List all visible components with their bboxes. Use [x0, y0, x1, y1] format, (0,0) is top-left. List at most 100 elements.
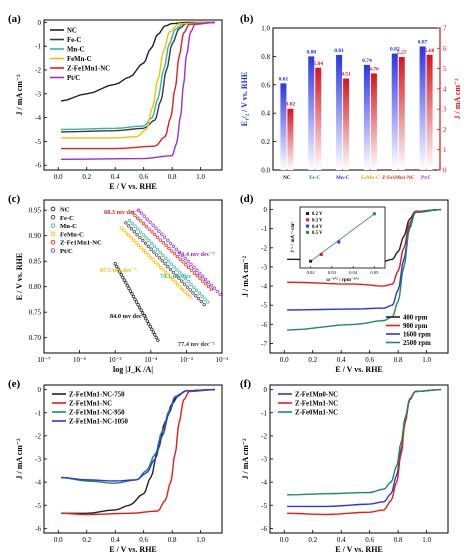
data-point-FeMnC [176, 282, 180, 287]
data-point-FeMnC [144, 250, 148, 255]
data-point-MnC [155, 247, 160, 252]
data-point-MnC [200, 294, 204, 298]
y-left-axis-label: E₁/₂ / V vs. RHE [240, 72, 249, 127]
bar-j-limit [315, 67, 322, 170]
bar-e-half [419, 46, 426, 170]
y-axis-label: E / V vs. RHE [15, 253, 24, 301]
legend-marker [50, 248, 56, 253]
data-point-MnC [147, 239, 151, 243]
data-point-PtC [163, 235, 167, 239]
y-axis-label: J / mA cm⁻² [241, 438, 250, 480]
data-point-PtC [154, 226, 158, 230]
category-label: Z-Fe1Mn1-NC [382, 175, 415, 181]
y-axis-tick-label: -6 [35, 162, 41, 170]
legend-label: 400 rpm [403, 315, 428, 322]
x-axis-label: E / V vs. RHE [109, 545, 157, 553]
x-axis-tick-label: 0.6 [365, 356, 374, 364]
data-point-PtC [136, 208, 141, 212]
data-point-ZFe1Mn1NC [192, 271, 197, 275]
panel-label: (e) [8, 378, 21, 390]
data-point-MnC [189, 282, 193, 287]
y-axis-tick-label: -1 [261, 225, 267, 233]
y-right-axis-tick-label: 5 [443, 65, 447, 73]
data-point-NC [115, 264, 119, 269]
data-point-MnC [180, 274, 185, 278]
y-axis-tick-label: 0.95 [29, 207, 42, 215]
data-point-NC [139, 308, 143, 312]
data-point-PtC [180, 253, 184, 257]
data-point-NC [154, 335, 158, 340]
y-axis-tick-label: -2 [261, 244, 267, 252]
inset-legend-marker [306, 230, 309, 234]
x-axis-tick-label: 10⁻⁶ [73, 356, 87, 364]
legend-marker [50, 206, 56, 212]
legend-label: 2500 rpm [403, 340, 431, 347]
x-axis-tick-label: 0.6 [365, 536, 374, 544]
data-point-NC [134, 300, 139, 304]
data-point-FeMnC [139, 246, 143, 250]
panel-label: (f) [240, 378, 251, 390]
data-point-ZFe1Mn1NC [130, 211, 134, 215]
y-left-axis-tick-label: 0.2 [261, 138, 270, 146]
data-point-FeC [166, 265, 170, 269]
inset-x-tick-label: 0.05 [370, 270, 379, 275]
bar-value-label: 5.04 [313, 61, 323, 67]
y-left-axis-tick-label: 0.0 [261, 167, 270, 175]
x-axis-tick-label: 0.4 [337, 536, 346, 544]
data-point-ZFe1Mn1NC [206, 284, 211, 289]
data-point-FeMnC [134, 241, 138, 245]
series-line-MnC [61, 21, 215, 131]
data-point-FeMnC [124, 231, 129, 235]
x-axis-tick-label: 1.0 [422, 536, 431, 544]
inset-legend-label: 0.3 V [312, 219, 323, 224]
series-line [61, 388, 215, 516]
data-point-NC [140, 311, 145, 315]
data-point-FeC [127, 224, 131, 228]
data-point-FeC [199, 299, 204, 304]
y-axis-tick-label: 0 [38, 19, 42, 27]
legend-label: Z-Fe1Mn0-NC [295, 392, 338, 399]
y-left-axis-tick-label: 0.8 [261, 53, 270, 61]
legend-label: 900 rpm [403, 323, 428, 330]
data-point-NC [121, 275, 125, 280]
x-axis-label: log |J_K /A| [113, 365, 153, 374]
panel-label: (b) [240, 13, 254, 25]
x-axis-tick-label: 10⁻³ [180, 356, 193, 364]
slope-label: 77.4 mv dec⁻¹ [178, 341, 215, 348]
data-point-NC [124, 281, 128, 285]
slope-label: 84.0 mv dec⁻¹ [110, 313, 147, 320]
x-axis-tick-label: 0.4 [111, 536, 120, 544]
legend-label: Mn-C [60, 223, 77, 230]
data-point-MnC [161, 253, 165, 258]
inset-x-tick-label: 0.04 [349, 270, 358, 275]
data-point-NC [144, 316, 148, 321]
data-point-FeC [177, 276, 181, 280]
data-point-ZFe1Mn1NC [144, 224, 148, 229]
bar-j-limit [370, 73, 377, 170]
data-point-FeMnC [180, 287, 185, 292]
legend-label: 1600 rpm [403, 332, 431, 339]
category-label: Mn-C [336, 175, 350, 181]
data-point-NC [133, 297, 137, 301]
x-axis-tick-label: 0.0 [54, 536, 63, 544]
data-point-FeMnC [166, 273, 170, 277]
data-point-PtC [195, 268, 199, 272]
data-point-FeMnC [119, 226, 124, 230]
x-axis-tick-label: 0.0 [280, 536, 289, 544]
legend-label: Z-Fe1Mn1-NC [67, 66, 110, 73]
x-axis-label: E / V vs. RHE [335, 365, 383, 374]
x-axis-tick-label: 0.2 [308, 536, 317, 544]
y-right-axis-tick-label: 0 [443, 167, 447, 175]
y-axis-tick-label: -5 [261, 502, 267, 510]
data-point-MnC [203, 297, 207, 301]
data-point-NC [128, 289, 133, 293]
y-axis-tick-label: -1 [261, 409, 267, 417]
data-point-MnC [178, 271, 182, 275]
legend-label: Z-Fe1Mn1-NC [69, 401, 112, 408]
data-point-FeC [163, 262, 167, 266]
data-point-NC [148, 324, 152, 329]
bar-value-label: 0.61 [279, 76, 289, 82]
data-point-FeC [124, 221, 128, 225]
data-point-PtC [212, 286, 217, 290]
category-label: NC [283, 175, 291, 181]
